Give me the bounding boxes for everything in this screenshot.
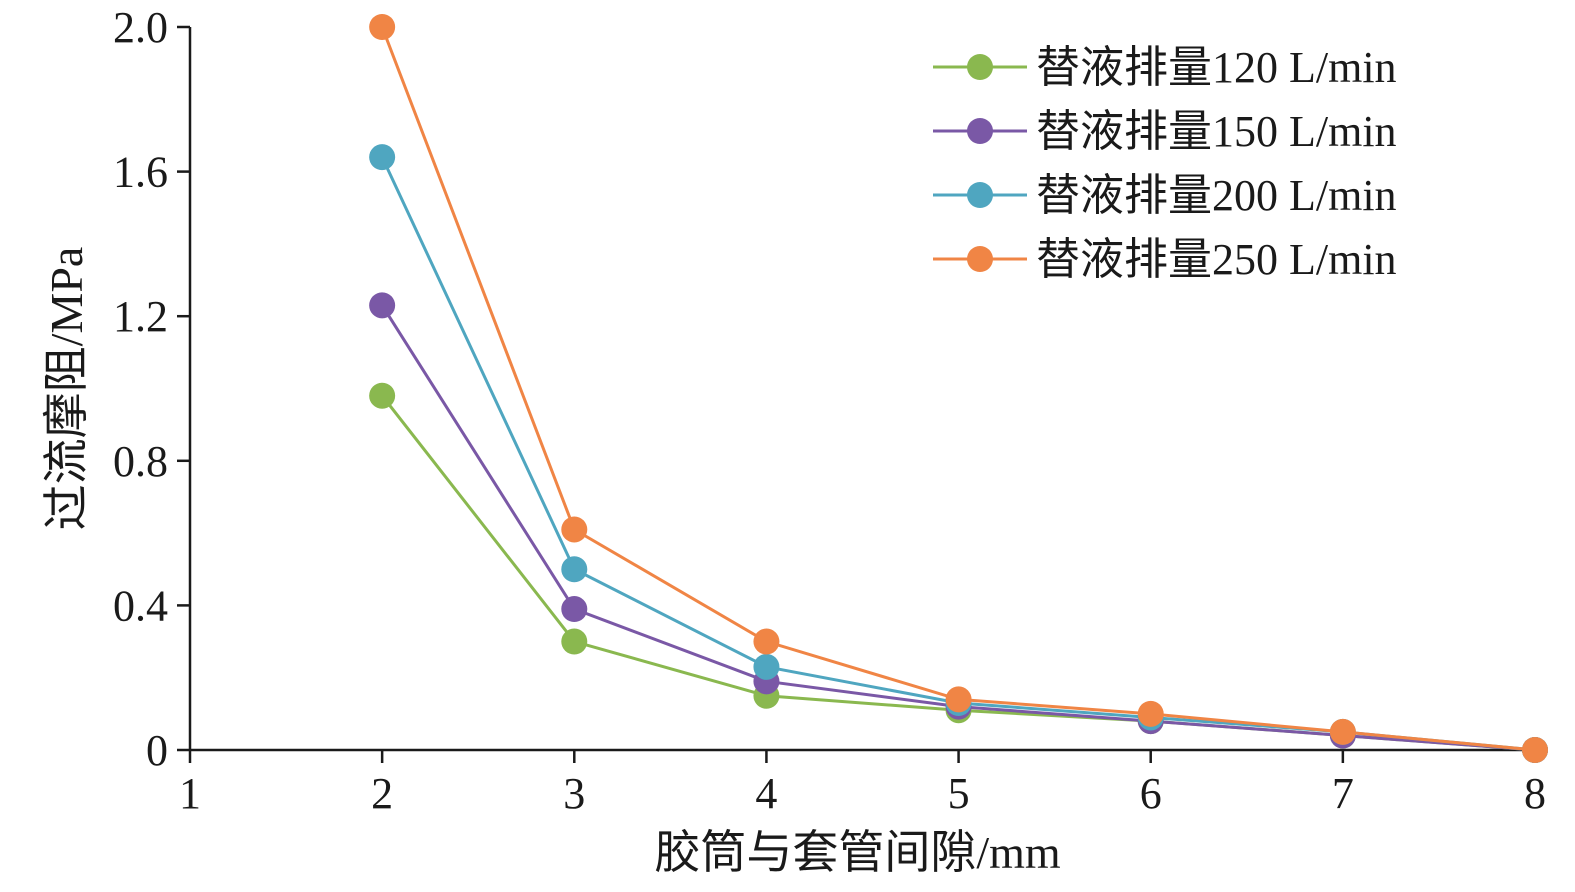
legend-label: 替液排量200 L/min xyxy=(1036,171,1397,220)
legend-item: 替液排量200 L/min xyxy=(933,171,1397,220)
plot-series xyxy=(369,14,1548,763)
x-ticks: 1 2 3 4 5 6 7 8 xyxy=(179,750,1546,818)
legend-marker xyxy=(967,182,993,208)
data-point xyxy=(561,596,588,623)
legend-marker xyxy=(967,54,993,80)
legend-item: 替液排量120 L/min xyxy=(933,43,1397,92)
x-axis-title: 胶筒与套管间隙/mm xyxy=(654,827,1061,878)
data-point xyxy=(1137,700,1164,727)
axes xyxy=(188,27,1535,752)
data-point xyxy=(369,382,396,409)
x-tick-label: 4 xyxy=(755,769,777,818)
y-tick-label: 1.6 xyxy=(113,148,168,197)
x-tick-label: 8 xyxy=(1524,769,1546,818)
data-point xyxy=(945,686,972,713)
legend-label: 替液排量150 L/min xyxy=(1036,107,1397,156)
data-point xyxy=(369,292,396,319)
x-tick-label: 6 xyxy=(1140,769,1162,818)
x-tick-label: 5 xyxy=(948,769,970,818)
y-axis-title: 过流摩阻/MPa xyxy=(41,247,92,531)
data-point xyxy=(1522,737,1548,763)
data-point xyxy=(753,653,780,680)
y-ticks: 0 0.4 0.8 1.2 1.6 2.0 xyxy=(113,3,190,775)
data-point xyxy=(753,628,780,655)
data-point xyxy=(369,144,396,171)
legend-label: 替液排量120 L/min xyxy=(1036,43,1397,92)
data-point xyxy=(369,14,396,40)
y-tick-label: 0.8 xyxy=(113,437,168,486)
y-tick-label: 0 xyxy=(146,726,168,775)
y-tick-label: 2.0 xyxy=(113,3,168,52)
legend: 替液排量120 L/min 替液排量150 L/min 替液排量200 L/min 替… xyxy=(933,43,1397,284)
legend-marker xyxy=(967,118,993,144)
x-tick-label: 2 xyxy=(371,769,393,818)
data-point xyxy=(1329,718,1356,745)
y-tick-label: 1.2 xyxy=(113,292,168,341)
x-tick-label: 3 xyxy=(563,769,585,818)
data-point xyxy=(561,556,588,583)
data-point xyxy=(561,628,588,655)
legend-item: 替液排量150 L/min xyxy=(933,107,1397,156)
x-tick-label: 7 xyxy=(1332,769,1354,818)
legend-label: 替液排量250 L/min xyxy=(1036,235,1397,284)
series-4 xyxy=(369,14,1548,763)
x-tick-label: 1 xyxy=(179,769,201,818)
data-point xyxy=(561,516,588,543)
legend-marker xyxy=(967,246,993,272)
legend-item: 替液排量250 L/min xyxy=(933,235,1397,284)
y-tick-label: 0.4 xyxy=(113,581,168,630)
